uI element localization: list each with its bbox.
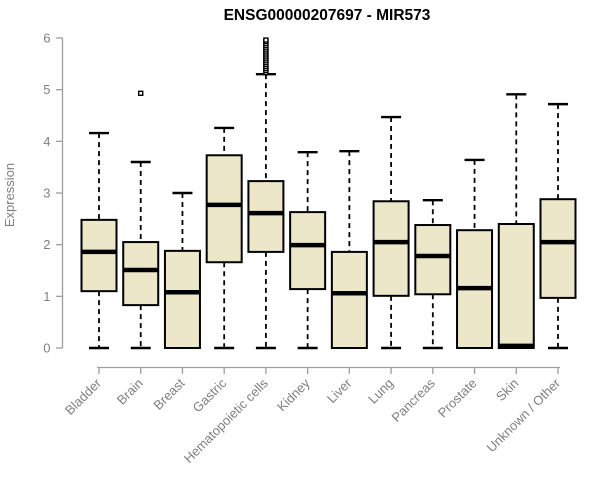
box-series bbox=[80, 37, 577, 350]
x-tick-label: Prostate bbox=[435, 376, 480, 421]
iqr-box bbox=[372, 200, 410, 297]
y-tick-label: 4 bbox=[43, 134, 50, 149]
iqr-box bbox=[122, 241, 160, 307]
box-group bbox=[289, 150, 327, 350]
y-tick-label: 1 bbox=[43, 289, 50, 304]
y-tick-label: 3 bbox=[43, 186, 50, 201]
y-axis: 0 1 2 3 4 5 6 bbox=[43, 31, 64, 356]
x-tick-label: Liver bbox=[324, 375, 355, 406]
y-tick-label: 5 bbox=[43, 82, 50, 97]
outlier-point bbox=[263, 37, 269, 43]
y-tick-label: 0 bbox=[43, 341, 50, 356]
iqr-box bbox=[289, 211, 327, 291]
x-tick-label: Unknown / Other bbox=[484, 375, 564, 455]
box-group bbox=[122, 90, 160, 350]
y-axis-title: Expression bbox=[2, 163, 17, 227]
box-group bbox=[497, 93, 535, 349]
iqr-box bbox=[205, 154, 243, 264]
box-group bbox=[80, 131, 118, 350]
chart-title: ENSG00000207697 - MIR573 bbox=[224, 7, 431, 24]
box-group bbox=[163, 191, 201, 349]
x-tick-label: Pancreas bbox=[388, 375, 438, 425]
box-group bbox=[456, 158, 494, 349]
box-group bbox=[414, 199, 452, 350]
outlier-point bbox=[138, 90, 144, 96]
y-tick-label: 6 bbox=[43, 31, 50, 46]
box-group bbox=[247, 37, 285, 350]
iqr-box bbox=[247, 180, 285, 253]
box-group bbox=[205, 126, 243, 350]
iqr-box bbox=[414, 224, 452, 296]
box-group bbox=[330, 149, 368, 349]
x-tick-label: Brain bbox=[114, 376, 146, 408]
x-tick-label: Breast bbox=[150, 375, 187, 412]
iqr-box bbox=[163, 249, 201, 349]
x-tick-label: Skin bbox=[493, 376, 521, 404]
iqr-box bbox=[539, 198, 577, 299]
box-group bbox=[372, 115, 410, 350]
x-tick-label: Lung bbox=[365, 376, 396, 407]
x-tick-label: Bladder bbox=[62, 375, 105, 418]
iqr-box bbox=[497, 223, 535, 349]
iqr-box bbox=[330, 250, 368, 349]
box-group bbox=[539, 102, 577, 350]
x-tick-label: Gastric bbox=[190, 375, 230, 415]
iqr-box bbox=[80, 218, 118, 293]
x-tick-label: Kidney bbox=[274, 375, 313, 414]
y-tick-label: 2 bbox=[43, 237, 50, 252]
